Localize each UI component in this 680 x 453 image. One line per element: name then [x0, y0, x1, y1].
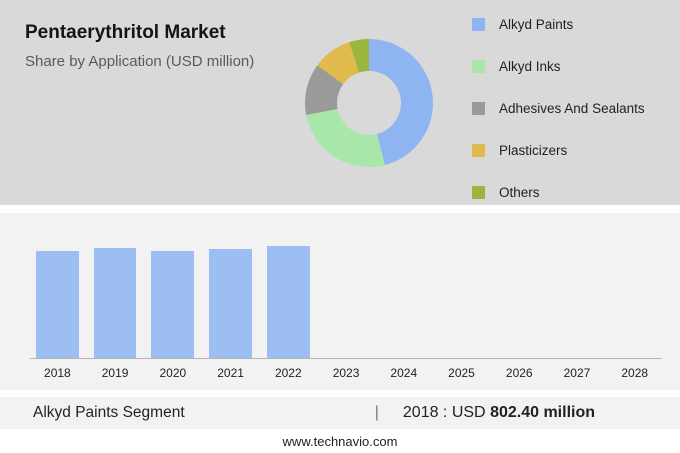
bar — [209, 249, 252, 358]
forecast-column-2028 — [607, 225, 662, 358]
legend-item-adhesives-and-sealants: Adhesives And Sealants — [472, 98, 645, 118]
x-tick-label: 2026 — [505, 366, 533, 380]
legend-swatch-alkyd-paints — [472, 17, 485, 31]
bar — [266, 246, 310, 358]
forecast-column-2023 — [319, 225, 374, 358]
forecast-column-2024 — [376, 225, 431, 358]
legend-label: Adhesives And Sealants — [499, 100, 645, 116]
x-tick-label: 2018 — [44, 366, 71, 380]
x-tick-label: 2024 — [390, 366, 418, 380]
legend-item-alkyd-inks: Alkyd Inks — [472, 56, 645, 76]
footer-stat: 2018 : USD 802.40 million — [403, 404, 595, 422]
stat-value: 802.40 million — [490, 404, 595, 421]
x-tick-label: 2025 — [448, 366, 475, 380]
website-link: www.technavio.com — [282, 433, 398, 449]
title-block: Pentaerythritol Market Share by Applicat… — [25, 22, 254, 70]
page-subtitle: Share by Application (USD million) — [25, 53, 255, 70]
legend-swatch-alkyd-inks — [472, 59, 485, 73]
forecast-column-2027 — [550, 225, 605, 358]
legend-item-others: Others — [472, 182, 645, 202]
x-tick-label: 2019 — [101, 366, 129, 380]
segment-label: Alkyd Paints Segment — [33, 404, 185, 421]
legend-swatch-others — [472, 185, 485, 199]
legend-swatch-adhesives-and-sealants — [472, 101, 485, 115]
donut-hole — [337, 71, 401, 135]
legend-label: Alkyd Inks — [499, 58, 561, 74]
x-tick-label: 2023 — [332, 366, 360, 380]
bar — [93, 247, 137, 358]
x-tick-label: 2021 — [217, 366, 244, 380]
bar-2018 — [30, 225, 85, 358]
legend-label: Alkyd Paints — [499, 16, 574, 32]
page-title: Pentaerythritol Market — [25, 22, 226, 43]
footer-separator: | — [374, 404, 379, 421]
footer-band: Alkyd Paints Segment | 2018 : USD 802.40… — [0, 397, 680, 429]
forecast-column-2026 — [492, 225, 547, 358]
bar-chart-panel: 2018 2019 2020 2021 2022 2023 2024 2025 … — [0, 213, 680, 390]
bar-2020 — [145, 225, 200, 358]
legend-item-alkyd-paints: Alkyd Paints — [472, 14, 645, 34]
x-tick-label: 2028 — [621, 366, 649, 380]
legend: Alkyd Paints Alkyd Inks Adhesives And Se… — [472, 14, 645, 224]
legend-item-plasticizers: Plasticizers — [472, 140, 645, 160]
stat-prefix: 2018 : USD — [402, 404, 486, 421]
legend-swatch-plasticizers — [472, 143, 485, 157]
bar-2022 — [261, 225, 316, 358]
x-tick-label: 2020 — [159, 366, 187, 380]
x-tick-label: 2027 — [563, 366, 591, 380]
bar-2021 — [203, 225, 258, 358]
x-tick-label: 2022 — [274, 366, 302, 380]
bar-2019 — [88, 225, 143, 358]
legend-label: Plasticizers — [499, 142, 568, 158]
header-panel: Pentaerythritol Market Share by Applicat… — [0, 0, 680, 205]
legend-label: Others — [499, 184, 540, 200]
x-axis-labels: 2018 2019 2020 2021 2022 2023 2024 2025 … — [30, 359, 662, 380]
bar — [151, 250, 195, 358]
donut-chart — [305, 39, 433, 167]
bar-chart-plot — [30, 225, 662, 359]
forecast-column-2025 — [434, 225, 489, 358]
bar — [36, 251, 79, 358]
website-row: www.technavio.com — [0, 429, 680, 453]
